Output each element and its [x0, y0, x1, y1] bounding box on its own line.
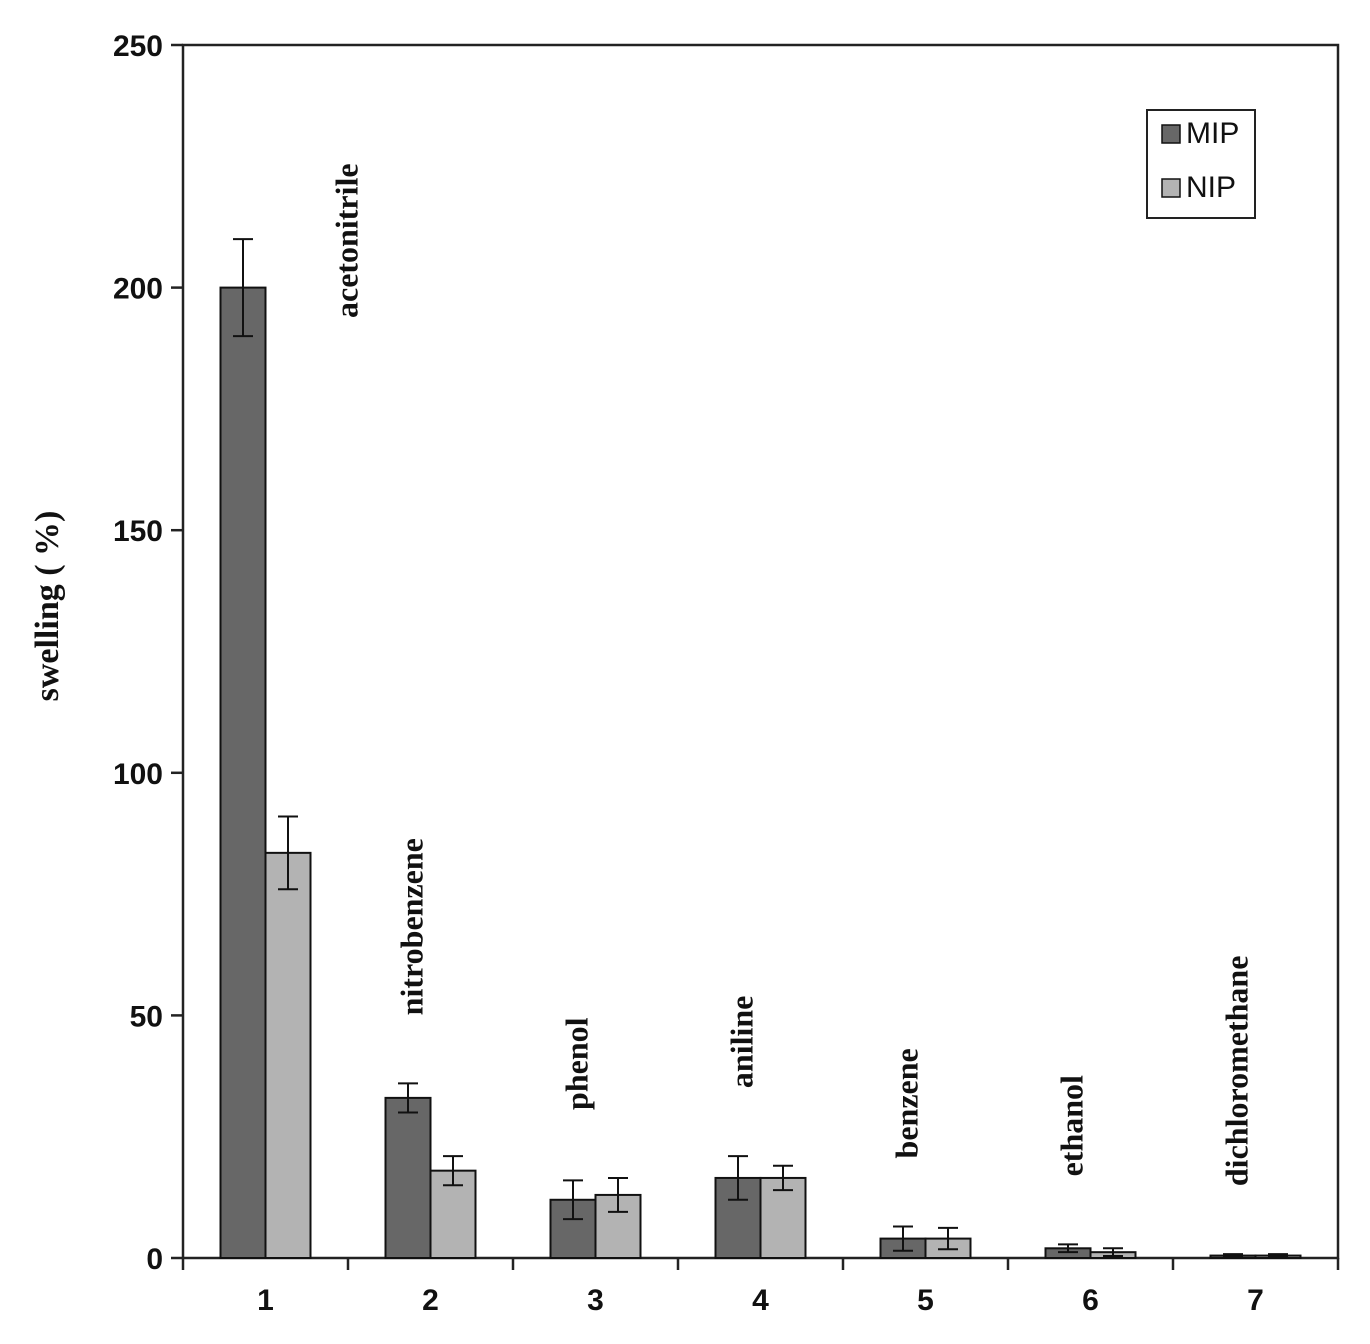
x-tick-label: 4: [752, 1284, 769, 1317]
solvent-label: phenol: [559, 1017, 595, 1110]
legend-label-mip: MIP: [1186, 117, 1239, 150]
error-bars: [233, 238, 1288, 1259]
y-tick-label: 0: [146, 1243, 163, 1276]
x-tick-label: 6: [1082, 1284, 1099, 1317]
error-bar-mip: [893, 1225, 913, 1252]
y-axis: 0 50 100 150 200 250: [113, 30, 183, 1276]
solvent-label: ethanol: [1054, 1075, 1090, 1176]
x-axis: 1 2 3 4 5 6 7: [181, 1258, 1340, 1317]
y-tick-label: 250: [113, 30, 163, 63]
bar-mip: [384, 1096, 432, 1260]
legend-swatch-mip: [1161, 124, 1181, 144]
legend: MIP NIP: [1146, 109, 1256, 219]
solvent-label: acetonitrile: [329, 163, 365, 318]
error-bar-nip: [1103, 1247, 1123, 1258]
y-tick-label: 150: [113, 515, 163, 548]
y-tick-label: 100: [113, 758, 163, 791]
error-bar-mip: [398, 1082, 418, 1114]
solvent-label: aniline: [724, 996, 760, 1088]
legend-label-nip: NIP: [1186, 171, 1236, 204]
x-tick-label: 7: [1247, 1284, 1264, 1317]
error-bar-nip: [773, 1164, 793, 1192]
solvent-label: dichloromethane: [1219, 956, 1255, 1187]
y-tick-label: 50: [130, 1000, 163, 1033]
error-bar-mip: [563, 1179, 583, 1221]
error-bar-nip: [938, 1226, 958, 1251]
error-bar-nip: [608, 1176, 628, 1213]
solvent-label: benzene: [889, 1048, 925, 1158]
error-bar-mip: [728, 1155, 748, 1201]
x-tick-label: 3: [587, 1284, 604, 1317]
error-bar-mip: [1058, 1243, 1078, 1254]
solvent-label: nitrobenzene: [394, 838, 430, 1015]
bars: [219, 286, 1302, 1260]
bar-mip: [219, 286, 267, 1260]
x-tick-label: 5: [917, 1284, 934, 1317]
x-tick-label: 1: [257, 1284, 274, 1317]
bar-nip: [264, 851, 312, 1259]
solvent-labels: acetonitrile nitrobenzene phenol aniline ben…: [329, 163, 1255, 1186]
error-bar-mip: [233, 238, 253, 338]
x-tick-label: 2: [422, 1284, 439, 1317]
error-bar-nip: [443, 1155, 463, 1187]
y-tick-label: 200: [113, 273, 163, 306]
error-bar-nip: [1268, 1253, 1288, 1259]
y-axis-label: swelling ( %): [29, 511, 66, 702]
error-bar-mip: [1223, 1253, 1243, 1259]
legend-swatch-nip: [1161, 178, 1181, 198]
error-bar-nip: [278, 815, 298, 891]
